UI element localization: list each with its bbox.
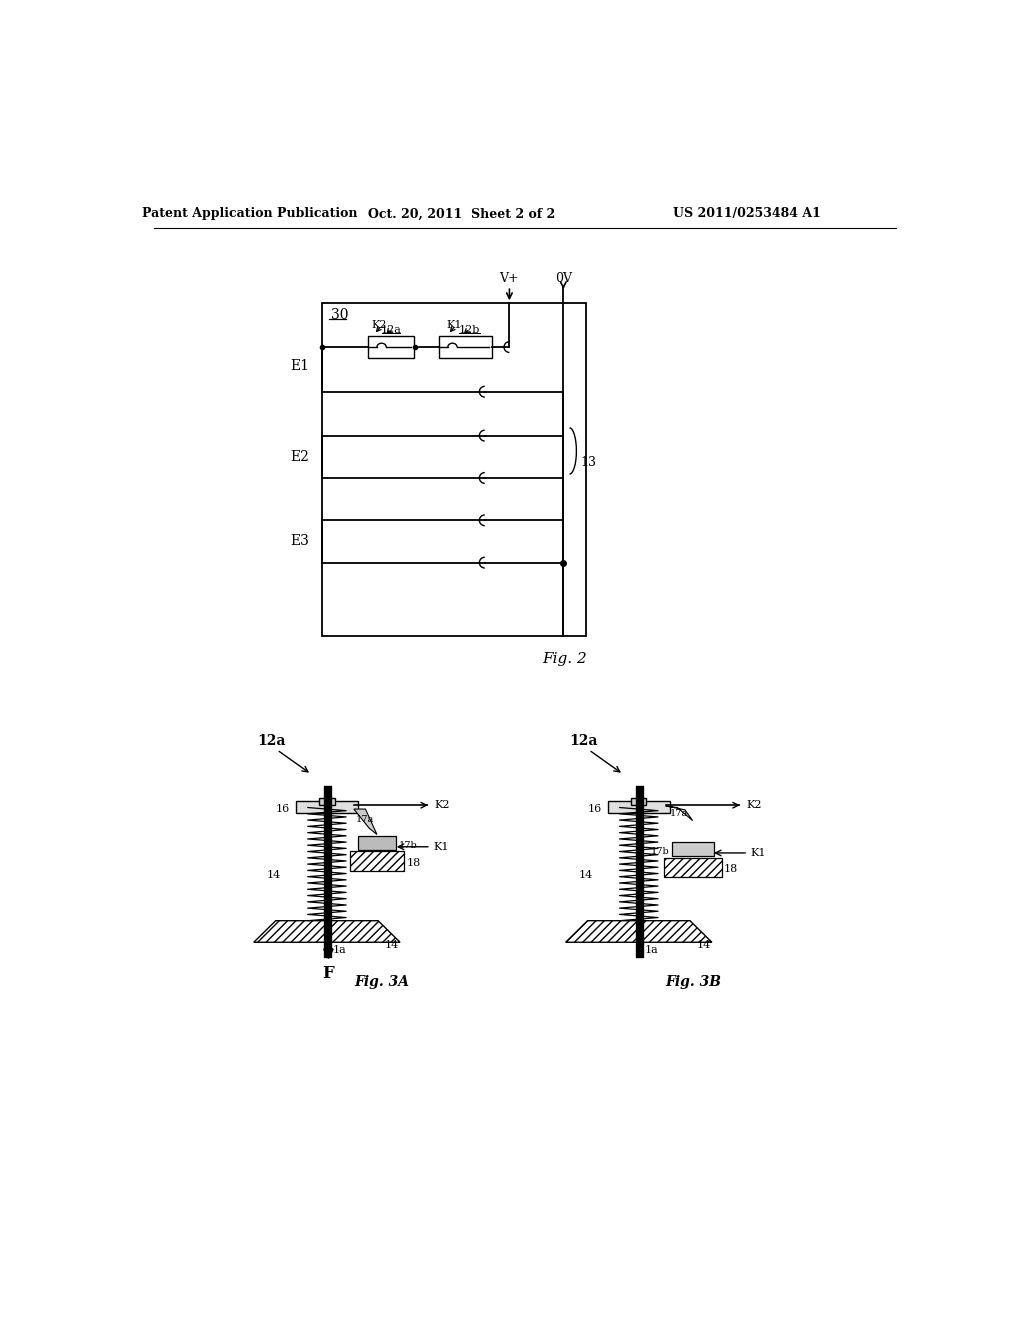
Text: E3: E3 (291, 535, 309, 549)
Text: 16: 16 (588, 804, 602, 814)
PathPatch shape (254, 921, 400, 942)
Text: 14: 14 (696, 940, 711, 950)
Text: K1: K1 (751, 847, 766, 858)
Bar (368, 337, 414, 358)
Bar (665, 858, 722, 876)
Text: 12a: 12a (380, 325, 401, 335)
Text: 17b: 17b (398, 841, 417, 850)
Text: K2: K2 (746, 800, 762, 810)
Text: 14: 14 (385, 940, 399, 950)
Text: Patent Application Publication: Patent Application Publication (142, 207, 357, 220)
Text: 18: 18 (724, 865, 737, 874)
Text: 1a: 1a (333, 945, 346, 954)
Bar (322, 304, 587, 636)
Text: Oct. 20, 2011  Sheet 2 of 2: Oct. 20, 2011 Sheet 2 of 2 (368, 207, 555, 220)
Text: 12a: 12a (258, 734, 286, 748)
Text: V+: V+ (500, 272, 519, 285)
Text: K2: K2 (372, 321, 387, 330)
Text: 17a: 17a (355, 814, 374, 824)
Bar (608, 801, 670, 813)
Text: E2: E2 (291, 450, 309, 463)
Bar (357, 836, 396, 850)
Text: 14: 14 (579, 870, 593, 879)
Text: 17b: 17b (651, 847, 670, 855)
Text: 16: 16 (275, 804, 290, 814)
Text: E1: E1 (291, 359, 309, 374)
Text: K2: K2 (435, 800, 451, 810)
Text: 17a: 17a (670, 809, 688, 818)
Text: 13: 13 (581, 455, 596, 469)
Text: Fig. 2: Fig. 2 (543, 652, 587, 665)
Text: 12b: 12b (459, 325, 480, 335)
Bar (672, 842, 714, 857)
Bar (350, 851, 403, 871)
Text: 1a: 1a (644, 945, 657, 954)
Text: F: F (323, 965, 334, 982)
Bar (296, 801, 357, 813)
Polygon shape (354, 809, 377, 834)
Polygon shape (666, 807, 692, 821)
Text: US 2011/0253484 A1: US 2011/0253484 A1 (673, 207, 820, 220)
Bar (319, 797, 335, 805)
Bar (631, 797, 646, 805)
Text: Fig. 3A: Fig. 3A (354, 975, 409, 989)
Text: Fig. 3B: Fig. 3B (666, 975, 722, 989)
Text: K1: K1 (433, 842, 449, 851)
Text: 12a: 12a (569, 734, 598, 748)
Text: 18: 18 (407, 858, 421, 869)
Text: 14: 14 (266, 870, 281, 879)
Text: K1: K1 (446, 321, 462, 330)
Bar (438, 337, 493, 358)
Text: 0V: 0V (555, 272, 571, 285)
PathPatch shape (565, 921, 712, 942)
Text: 30: 30 (331, 309, 348, 322)
